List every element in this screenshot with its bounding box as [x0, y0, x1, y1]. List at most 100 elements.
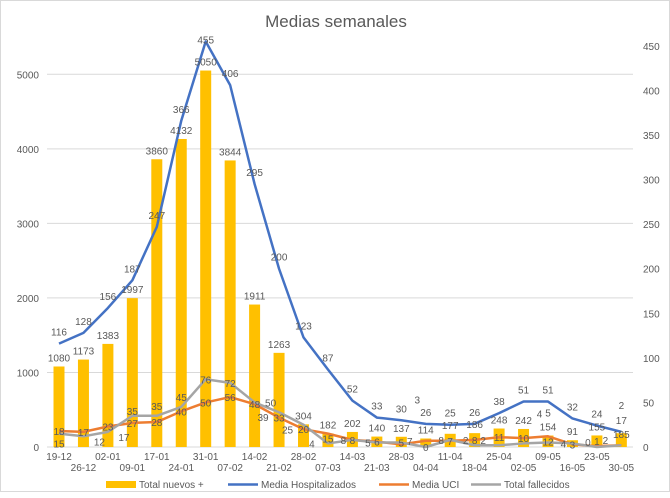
bar-total-nuevos: [126, 298, 138, 447]
bar-total-nuevos: [53, 366, 65, 447]
bar-data-label: 155: [589, 422, 606, 433]
line-hospitalizados: [58, 40, 622, 434]
line-fallecidos-data-label: 0: [585, 438, 591, 449]
line-uci-data-label: 3: [570, 440, 576, 451]
line-hospitalizados-data-label: 38: [494, 397, 506, 408]
line-uci-data-label: 15: [322, 435, 334, 446]
bar-total-nuevos: [615, 433, 627, 447]
line-hospitalizados-data-label: 87: [322, 353, 334, 364]
line-uci-data-label: 2: [603, 436, 609, 447]
line-uci-data-label: 56: [225, 393, 237, 404]
line-fallecidos-data-label: 12: [94, 437, 106, 448]
line-fallecidos-data-label: 0: [423, 443, 429, 454]
x-tick-label: 31-01: [193, 452, 219, 463]
legend-swatch: [106, 481, 136, 488]
bar-data-label: 154: [540, 423, 557, 434]
x-tick-label: 07-03: [315, 463, 341, 474]
line-uci-data-label: 18: [53, 427, 65, 438]
line-hospitalizados-data-label: 51: [542, 386, 554, 397]
line-fallecidos-data-label: 2: [480, 436, 486, 447]
line-hospitalizados-data-label: 33: [371, 402, 383, 413]
line-hospitalizados-data-label: 187: [124, 264, 141, 275]
y-right-tick-label: 0: [643, 443, 649, 454]
line-fallecidos-data-label: 76: [200, 375, 212, 386]
y-left-tick-label: 5000: [17, 70, 40, 81]
bar-total-nuevos: [591, 435, 603, 447]
x-tick-label: 04-04: [413, 463, 439, 474]
x-tick-label: 14-02: [242, 452, 268, 463]
x-tick-label: 16-05: [560, 463, 586, 474]
bar-data-label: 177: [442, 421, 459, 432]
line-hospitalizados-data-label: 156: [100, 292, 117, 303]
line-hospitalizados-data-label: 51: [518, 386, 530, 397]
line-hospitalizados-data-label: 52: [347, 385, 359, 396]
x-tick-label: 09-05: [535, 452, 561, 463]
bar-total-nuevos: [175, 138, 187, 447]
y-right-tick-label: 350: [643, 131, 660, 142]
x-tick-label: 09-01: [120, 463, 146, 474]
bar-data-label: 1080: [48, 353, 71, 364]
x-tick-label: 14-03: [340, 452, 366, 463]
bar-data-label: 140: [369, 424, 386, 435]
line-fallecidos: [58, 378, 622, 449]
y-right-tick-label: 100: [643, 354, 660, 365]
bar-data-label: 182: [320, 420, 337, 431]
line-hospitalizados-data-label: 247: [148, 211, 165, 222]
line-uci-data-label: 48: [249, 400, 261, 411]
x-tick-label: 18-04: [462, 463, 488, 474]
bar-data-label: 248: [491, 416, 508, 427]
line-hospitalizados-data-label: 128: [75, 317, 92, 328]
line-fallecidos-data-label: 17: [118, 433, 130, 444]
line-hospitalizados-data-label: 32: [567, 402, 579, 413]
bar-total-nuevos: [298, 424, 309, 447]
line-uci-data-label: 27: [127, 419, 139, 430]
line-fallecidos-data-label: 2: [619, 401, 625, 412]
x-tick-label: 17-01: [144, 452, 170, 463]
x-tick-label: 21-02: [266, 463, 292, 474]
x-tick-label: 26-12: [71, 463, 97, 474]
y-right-tick-label: 250: [643, 220, 660, 231]
line-fallecidos-data-label: 4: [537, 409, 543, 420]
line-uci-data-label: 8: [472, 436, 478, 447]
x-tick-label: 21-03: [364, 463, 390, 474]
line-fallecidos-data-label: 2: [463, 436, 469, 447]
line-uci-data-label: 50: [200, 398, 212, 409]
y-right-tick-label: 400: [643, 86, 660, 97]
line-hospitalizados-data-label: 24: [591, 410, 603, 421]
bar-data-label: 137: [393, 424, 410, 435]
line-hospitalizados-data-label: 295: [246, 168, 263, 179]
line-uci-data-label: 12: [542, 437, 554, 448]
line-hospitalizados-data-label: 406: [222, 69, 239, 80]
bar-data-label: 242: [515, 416, 532, 427]
line-fallecidos-data-label: 5: [545, 409, 551, 420]
bar-data-label: 4132: [170, 126, 193, 137]
y-right-tick-label: 50: [643, 398, 655, 409]
line-uci-data-label: 3: [415, 395, 421, 406]
line-uci-data-label: 20: [298, 425, 310, 436]
line-uci-data-label: 23: [102, 423, 114, 434]
x-tick-label: 23-05: [584, 452, 610, 463]
line-fallecidos-data-label: 8: [341, 436, 347, 447]
y-left-tick-label: 3000: [17, 219, 40, 230]
line-fallecidos-data-label: 50: [265, 398, 277, 409]
y-right-tick-label: 300: [643, 176, 660, 187]
line-uci-data-label: 7: [407, 437, 413, 448]
bar-data-label: 1173: [73, 347, 95, 358]
bar-data-label: 91: [567, 427, 579, 438]
bar-data-label: 185: [613, 430, 630, 441]
x-tick-label: 25-04: [486, 452, 512, 463]
line-fallecidos-data-label: 25: [282, 426, 294, 437]
line-hospitalizados-data-label: 455: [197, 35, 214, 46]
x-tick-label: 07-02: [217, 463, 243, 474]
line-uci-data-label: 6: [374, 438, 380, 449]
line-hospitalizados-data-label: 17: [616, 416, 628, 427]
bar-total-nuevos: [322, 433, 334, 447]
bar-total-nuevos: [102, 343, 114, 447]
bar-data-label: 1263: [268, 340, 291, 351]
y-left-tick-label: 0: [33, 443, 39, 454]
bar-data-label: 3844: [219, 147, 242, 158]
line-fallecidos-data-label: 4: [309, 439, 315, 450]
line-fallecidos-data-label: 5: [365, 439, 371, 450]
y-right-tick-label: 200: [643, 265, 660, 276]
